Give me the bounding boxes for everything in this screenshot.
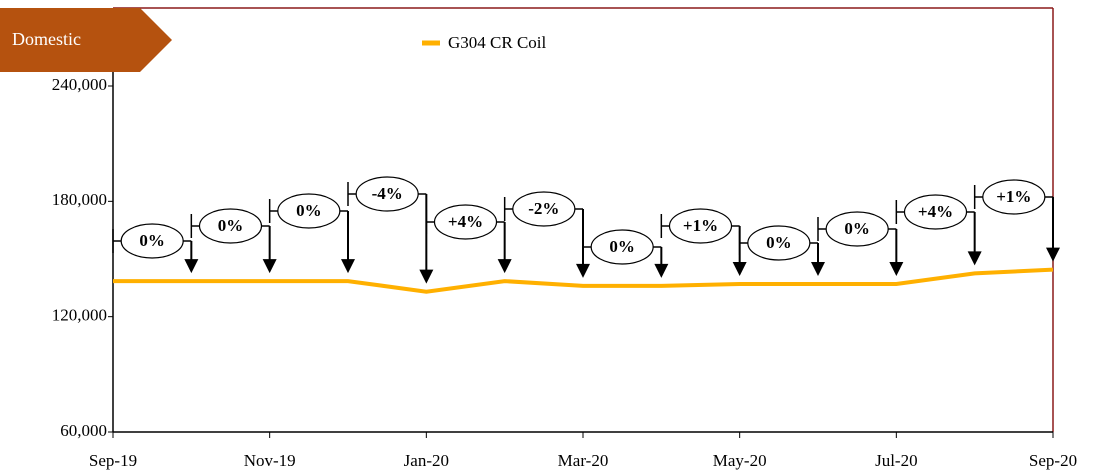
legend-label: G304 CR Coil	[448, 33, 547, 52]
annotation-label: +4%	[918, 202, 953, 221]
x-tick-label: Sep-19	[89, 451, 137, 470]
y-tick-label: 240,000	[52, 75, 107, 94]
x-tick-label: May-20	[713, 451, 767, 470]
section-tag	[0, 8, 172, 72]
arrow-head	[497, 259, 512, 274]
annotation-oval	[512, 191, 576, 227]
annotation-oval	[982, 179, 1046, 215]
annotation-label: 0%	[296, 201, 322, 220]
y-tick-label: 60,000	[60, 421, 107, 440]
arrow-head	[262, 259, 277, 274]
annotation-label: 0%	[844, 219, 870, 238]
annotation-label: 0%	[766, 233, 792, 252]
annotation-oval	[903, 194, 968, 230]
annotation-oval	[433, 204, 498, 240]
annotation-label: -4%	[372, 184, 403, 203]
arrow-head	[654, 263, 669, 278]
arrow-head	[576, 263, 590, 278]
x-tick-label: Mar-20	[558, 451, 609, 470]
annotation-label: +4%	[448, 212, 483, 231]
y-tick-label: 180,000	[52, 190, 107, 209]
arrow-head	[967, 251, 982, 266]
annotation-label: -2%	[528, 199, 559, 218]
series-line	[113, 267, 1054, 294]
annotation-oval	[198, 208, 263, 244]
x-tick-label: Nov-19	[244, 451, 296, 470]
annotation-oval	[668, 208, 733, 244]
arrow-head	[732, 261, 747, 276]
arrow-head	[184, 259, 199, 274]
annotation-oval	[120, 223, 184, 259]
annotation-oval	[747, 225, 811, 261]
annotation-label: 0%	[139, 231, 165, 250]
arrow-head	[889, 261, 904, 276]
annotation-label: +1%	[683, 216, 718, 235]
x-tick-label: Sep-20	[1029, 451, 1077, 470]
annotation-oval	[590, 229, 654, 265]
x-tick-label: Jan-20	[404, 451, 449, 470]
y-tick-label: 120,000	[52, 306, 107, 325]
arrow-head	[341, 259, 355, 274]
x-tick-label: Jul-20	[875, 451, 918, 470]
arrow-head	[1046, 247, 1060, 262]
annotation-oval	[355, 176, 419, 212]
arrow-head	[811, 261, 825, 276]
annotation-label: +1%	[996, 187, 1031, 206]
annotation-label: 0%	[218, 216, 244, 235]
section-tag-text: Domestic	[12, 29, 81, 49]
arrow-head	[419, 269, 434, 284]
annotation-oval	[825, 211, 889, 247]
annotation-oval	[277, 193, 341, 229]
annotation-label: 0%	[609, 237, 635, 256]
